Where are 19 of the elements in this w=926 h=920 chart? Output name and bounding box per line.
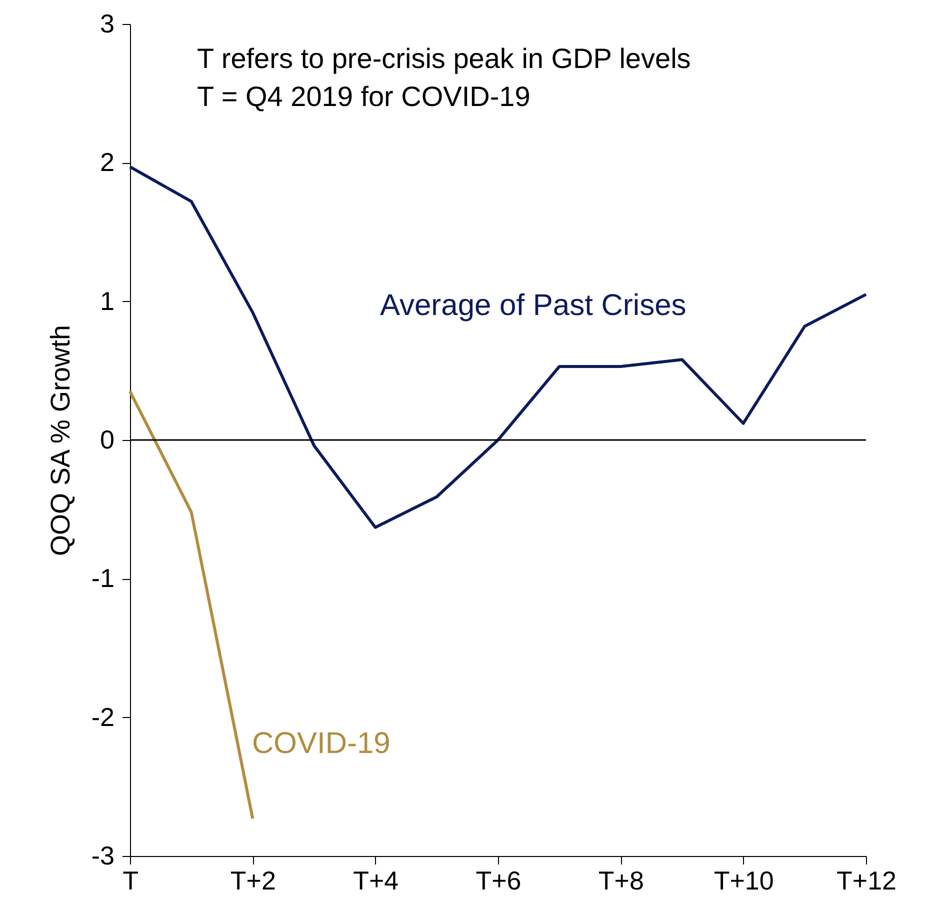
x-tick-label: T+12 [836, 866, 896, 896]
annotation: T = Q4 2019 for COVID-19 [197, 81, 530, 112]
x-tick-label: T+8 [598, 866, 644, 896]
series-label: Average of Past Crises [380, 289, 686, 322]
x-tick-label: T [122, 866, 139, 896]
x-tick-label: T+6 [476, 866, 522, 896]
y-tick-label: -3 [91, 840, 114, 870]
series-label: COVID-19 [252, 727, 390, 760]
y-axis-title: QOQ SA % Growth [45, 324, 76, 556]
y-tick-label: -2 [91, 702, 114, 732]
y-tick-label: 3 [100, 8, 114, 38]
y-tick-label: 0 [100, 424, 114, 454]
x-tick-label: T+4 [353, 866, 399, 896]
x-tick-label: T+10 [714, 866, 774, 896]
y-tick-label: 2 [100, 147, 114, 178]
y-tick-label: 1 [100, 286, 114, 316]
annotation: T refers to pre-crisis peak in GDP levels [197, 43, 691, 74]
x-tick-label: T+2 [230, 866, 276, 896]
y-tick-label: -1 [91, 563, 114, 594]
